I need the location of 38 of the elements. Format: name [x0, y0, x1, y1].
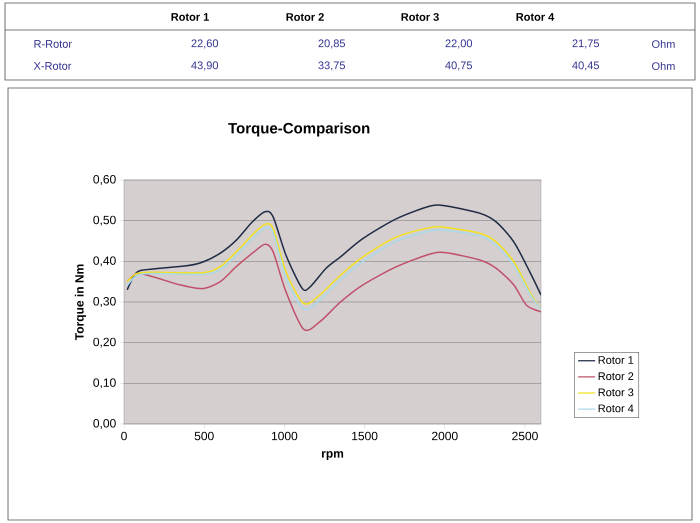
- y-tick-label: 0,60: [93, 175, 116, 185]
- legend-label: Rotor 3: [598, 388, 634, 396]
- text: 40,45: [572, 61, 600, 71]
- y-tick-label: 0,00: [93, 419, 116, 429]
- x-tick-label: 500: [194, 432, 214, 440]
- category-label: R-Rotor: [34, 40, 72, 48]
- legend-label: Rotor 2: [598, 372, 634, 380]
- text: 21,75: [572, 39, 600, 49]
- line-series: [126, 204, 542, 296]
- x-tick-label: 2500: [512, 432, 538, 440]
- y-tick-label: 0,30: [93, 297, 116, 307]
- y-tick-label: 0,10: [93, 378, 116, 388]
- text: 20,85: [318, 39, 346, 49]
- category-label: X-Rotor: [34, 62, 72, 70]
- x-tick-label: 1000: [272, 432, 298, 440]
- y-tick-label: 0,50: [93, 216, 116, 226]
- category-label: Rotor 4: [516, 13, 554, 21]
- y-axis-title: Torque in Nm: [74, 264, 86, 340]
- y-tick-label: 0,20: [93, 338, 116, 348]
- legend-label: Rotor 1: [598, 356, 634, 364]
- category-label: Rotor 1: [171, 13, 209, 21]
- category-label: Ohm: [652, 40, 675, 48]
- x-tick-label: 0: [121, 432, 127, 440]
- x-axis-title: rpm: [322, 451, 344, 460]
- x-tick-label: 1500: [352, 432, 378, 440]
- chart-title: Torque-Comparison: [228, 122, 370, 136]
- category-label: Rotor 3: [401, 13, 439, 21]
- text: 40,75: [445, 61, 472, 71]
- legend-label: Rotor 4: [598, 404, 634, 412]
- x-tick-label: 2000: [432, 432, 458, 440]
- text: 43,90: [191, 61, 218, 71]
- text: 22,60: [192, 39, 218, 49]
- text: 33,75: [318, 61, 346, 71]
- y-tick-label: 0,40: [93, 256, 116, 266]
- category-label: Ohm: [652, 62, 675, 70]
- category-label: Rotor 2: [286, 13, 324, 21]
- text: 22,00: [446, 39, 472, 49]
- line-series: [126, 243, 542, 330]
